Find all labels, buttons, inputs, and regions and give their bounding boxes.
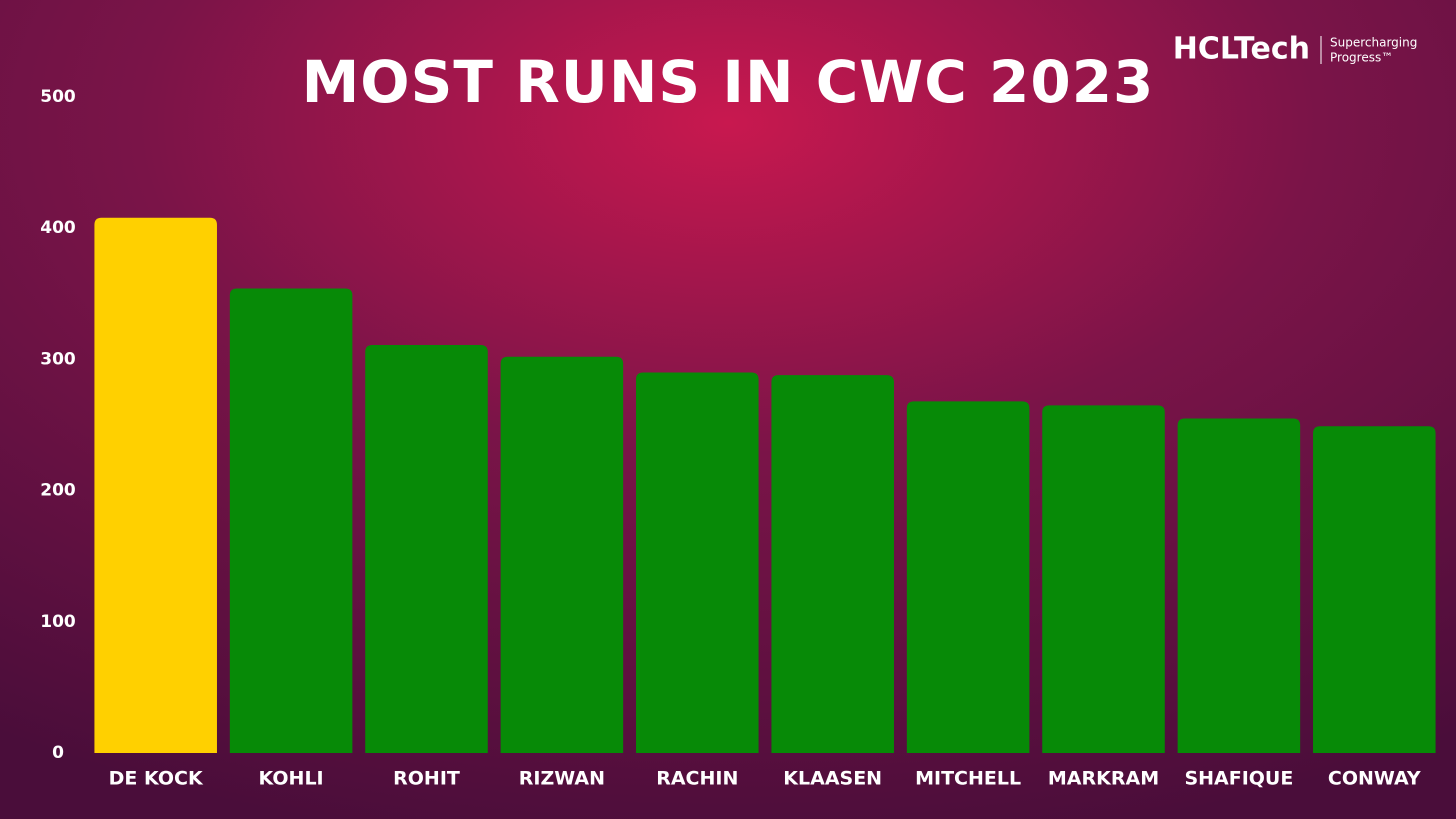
x-tick-label: ROHIT: [393, 768, 460, 790]
bar: [1313, 426, 1436, 753]
x-tick-label: RIZWAN: [519, 768, 605, 790]
y-tick-label: 400: [40, 218, 76, 238]
bar: [636, 372, 759, 753]
bar: [906, 401, 1030, 753]
bar: [229, 288, 353, 753]
brand-tagline: Progress™: [1330, 51, 1393, 65]
y-tick-label: 200: [40, 481, 76, 501]
bar: [500, 356, 624, 753]
bar: [365, 344, 488, 753]
y-tick-label: 300: [40, 349, 76, 369]
x-tick-label: KOHLI: [259, 768, 324, 790]
y-tick-label: 0: [52, 743, 64, 763]
x-tick-label: RACHIN: [656, 768, 738, 790]
x-tick-label: KLAASEN: [783, 768, 882, 790]
bar: [94, 217, 217, 754]
x-tick-label: MITCHELL: [915, 768, 1021, 790]
y-tick-label: 100: [40, 612, 76, 632]
x-tick-label: CONWAY: [1328, 768, 1421, 790]
x-tick-label: DE KOCK: [109, 768, 204, 790]
y-tick-label: 500: [40, 87, 76, 107]
chart-title: MOST RUNS IN CWC 2023: [302, 48, 1155, 116]
x-tick-label: MARKRAM: [1048, 768, 1159, 790]
x-tick-label: SHAFIQUE: [1184, 768, 1293, 790]
brand-name: HCLTech: [1173, 32, 1310, 67]
brand-tagline: Supercharging: [1330, 36, 1417, 50]
bar: [1042, 405, 1165, 753]
bar: [1177, 418, 1301, 753]
bar: [771, 375, 894, 753]
